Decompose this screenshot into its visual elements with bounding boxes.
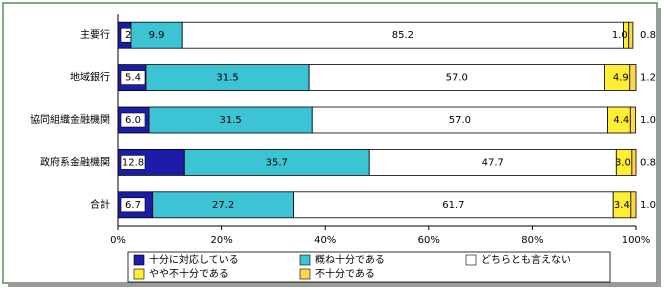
value-label: 85.2: [392, 30, 414, 41]
x-tick-label: 40%: [314, 235, 336, 246]
bar-segment: [145, 64, 310, 91]
value-label: 31.5: [216, 73, 238, 84]
bar-segment: [308, 64, 605, 91]
legend-label: どちらとも言えない: [481, 253, 571, 266]
bar-segment: [604, 64, 631, 91]
value-label: 1.2: [640, 73, 656, 84]
value-label: 0.8: [640, 157, 656, 168]
value-label: 1.0: [612, 30, 628, 41]
value-label: 1.0: [640, 200, 656, 211]
value-label: 57.0: [446, 73, 468, 84]
value-label: 31.5: [220, 115, 242, 126]
category-label: 合計: [90, 198, 110, 211]
category-label: 政府系金融機関: [40, 155, 110, 168]
value-label: 5.4: [125, 73, 141, 84]
category-label: 協同組織金融機関: [30, 113, 110, 126]
bar-segment: [629, 64, 637, 91]
bar-segment: [293, 191, 614, 219]
x-tick-label: 80%: [521, 235, 543, 246]
legend-label: やや不十分である: [149, 267, 229, 280]
value-label: 3.0: [615, 157, 631, 168]
category-label: 地域銀行: [70, 71, 110, 84]
legend-swatch: [465, 254, 477, 266]
value-label: 27.2: [212, 200, 234, 211]
value-label: 1.0: [640, 115, 656, 126]
value-label: 47.7: [482, 157, 504, 168]
x-tick-label: 0%: [110, 235, 126, 246]
category-label: 主要行: [80, 28, 110, 41]
legend-box: [127, 251, 611, 283]
legend-swatch: [133, 254, 145, 266]
frame-shadow: [657, 8, 661, 286]
value-label-box: [120, 155, 146, 170]
legend-label: 概ね十分である: [315, 253, 385, 266]
value-label: 35.7: [266, 157, 288, 168]
value-label: 57.0: [449, 115, 471, 126]
value-label: 3.4: [614, 200, 630, 211]
bar-segment: [311, 106, 608, 134]
x-tick-label: 20%: [210, 235, 232, 246]
x-tick-label: 100%: [622, 235, 651, 246]
bar-segment: [629, 106, 636, 134]
value-label-box: [120, 112, 146, 128]
bar-segment: [631, 148, 637, 176]
value-label: 61.7: [442, 200, 464, 211]
value-label-box: [120, 197, 146, 213]
value-label: 4.4: [613, 115, 629, 126]
value-label: 12.8: [122, 157, 144, 168]
bar-segment: [630, 191, 637, 219]
legend-swatch: [299, 268, 311, 280]
legend-label: 十分に対応している: [149, 253, 239, 266]
frame: [2, 2, 658, 284]
bar-segment: [183, 148, 370, 176]
value-label: 4.9: [613, 73, 629, 84]
x-tick-label: 60%: [418, 235, 440, 246]
value-label-box: [120, 70, 146, 85]
frame-shadow: [8, 283, 661, 287]
legend-swatch: [133, 268, 145, 280]
value-label: 6.0: [125, 115, 141, 126]
bar-segment: [130, 21, 183, 49]
value-label: 0.8: [640, 30, 656, 41]
value-label: 6.7: [125, 200, 141, 211]
bar-segment: [628, 21, 634, 49]
legend-label: 不十分である: [315, 267, 375, 280]
value-label: 9.9: [149, 30, 165, 41]
legend-swatch: [299, 254, 311, 266]
bar-segment: [181, 21, 624, 49]
